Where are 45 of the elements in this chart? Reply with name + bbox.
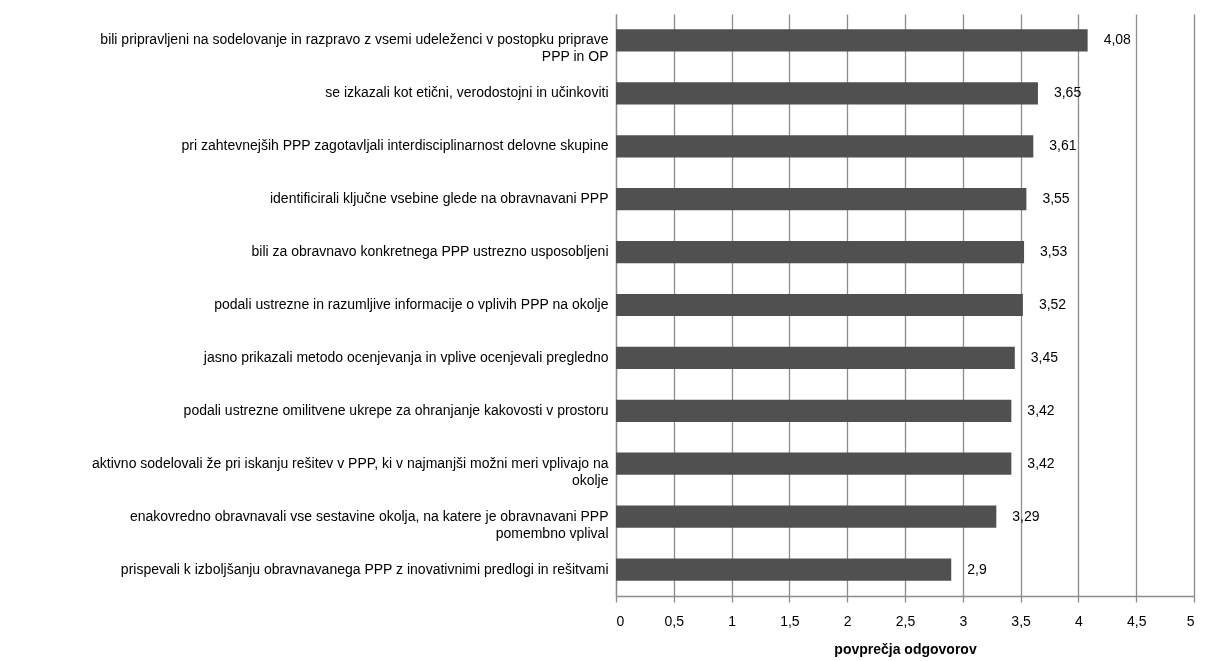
y-tick-label: se izkazali kot etični, verodostojni in učinkoviti [325, 84, 609, 101]
x-tick-label: 1 [728, 612, 737, 629]
x-tick-label: 2 [843, 612, 852, 629]
bar [616, 135, 1034, 158]
data-label: 3,55 [1042, 190, 1070, 207]
y-tick-label: podali ustrezne omilitvene ukrepe za ohranjanje kakovosti v prostoru [183, 401, 609, 418]
y-tick-label: jasno prikazali metodo ocenjevanja in vplive ocenjevali pregledno [202, 348, 609, 365]
bar [616, 505, 997, 528]
data-label: 3,29 [1012, 507, 1040, 524]
x-tick-label: 3 [959, 612, 968, 629]
data-label: 3,42 [1027, 401, 1055, 418]
bar [616, 29, 1088, 52]
x-tick-label: 4 [1075, 612, 1083, 629]
data-label: 3,53 [1040, 243, 1068, 260]
x-tick-label: 4,5 [1126, 612, 1147, 629]
bar [616, 240, 1025, 264]
data-label: 4,08 [1103, 31, 1132, 48]
x-tick-label: 3,5 [1011, 612, 1032, 629]
x-tick-label: 5 [1186, 612, 1195, 629]
bar [616, 293, 1023, 317]
y-tick-label: bili pripravljeni na sodelovanje in razpravo z vsemi udeleženci v postopku priprave PPP in OP [100, 31, 609, 65]
data-label: 3,52 [1038, 296, 1067, 312]
x-tick-label: 1,5 [780, 612, 800, 629]
y-tick-label: aktivno sodelovali že pri iskanju rešitev v PPP, ki v najmanjši možni meri vplivajo na okolje [92, 454, 609, 488]
bar [616, 82, 1038, 105]
bar [616, 558, 952, 581]
y-tick-label: identificirali ključne vsebine glede na obravnavani PPP [269, 190, 609, 207]
data-label: 3,65 [1053, 84, 1082, 101]
y-tick-label: bili za obravnavo konkretnega PPP ustrezno usposobljeni [251, 243, 609, 260]
bar [616, 188, 1027, 211]
x-tick-label: 0,5 [664, 612, 685, 629]
x-tick-label: 2,5 [895, 612, 916, 629]
data-label: 3,42 [1027, 454, 1055, 471]
y-tick-label: prispevali k izboljšanju obravnavanega PPP z inovativnimi predlogi in rešitvami [120, 560, 609, 577]
data-label: 3,61 [1049, 137, 1077, 154]
bar [616, 399, 1012, 422]
x-axis-title: povprečja odgovorov [834, 640, 977, 657]
data-label: 2,9 [967, 560, 987, 577]
x-tick-label: 0 [616, 612, 625, 629]
y-tick-label: pri zahtevnejših PPP zagotavljali interdisciplinarnost delovne skupine [181, 137, 609, 154]
y-tick-label: podali ustrezne in razumljive informacije o vplivih PPP na okolje [214, 296, 609, 312]
y-tick-label: enakovredno obravnavali vse sestavine okolja, na katere je obravnavani PPP pomembno vplival [129, 507, 609, 541]
bar [616, 346, 1015, 370]
bar [616, 452, 1012, 475]
data-label: 3,45 [1030, 348, 1059, 365]
